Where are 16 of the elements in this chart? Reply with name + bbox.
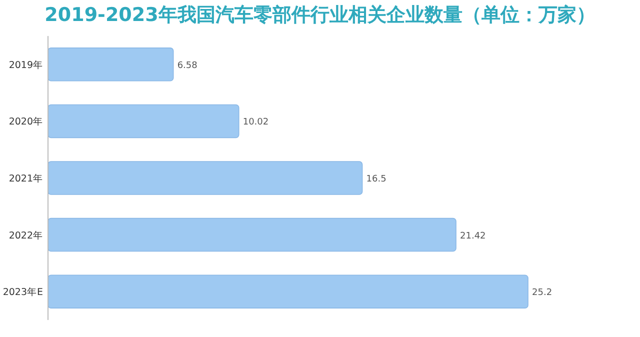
y-tick-label: 2021年: [8, 172, 43, 184]
y-tick-label: 2022年: [8, 229, 43, 242]
bar: [48, 48, 174, 82]
bar: [48, 104, 240, 138]
bar: [48, 274, 528, 308]
y-tick-label: 2020年: [8, 116, 43, 128]
data-label: 16.5: [366, 174, 386, 184]
data-label: 25.2: [532, 288, 552, 298]
bar: [48, 161, 363, 195]
data-label: 6.58: [177, 60, 198, 71]
y-tick-label: 2019年: [8, 58, 43, 71]
y-tick-label: 2023年E: [2, 286, 43, 298]
bar: [48, 218, 456, 252]
data-label: 10.02: [242, 118, 269, 128]
chart-title: 2019-2023年我国汽车零部件行业相关企业数量（单位：万家）: [44, 4, 596, 26]
data-label: 21.42: [460, 231, 486, 242]
